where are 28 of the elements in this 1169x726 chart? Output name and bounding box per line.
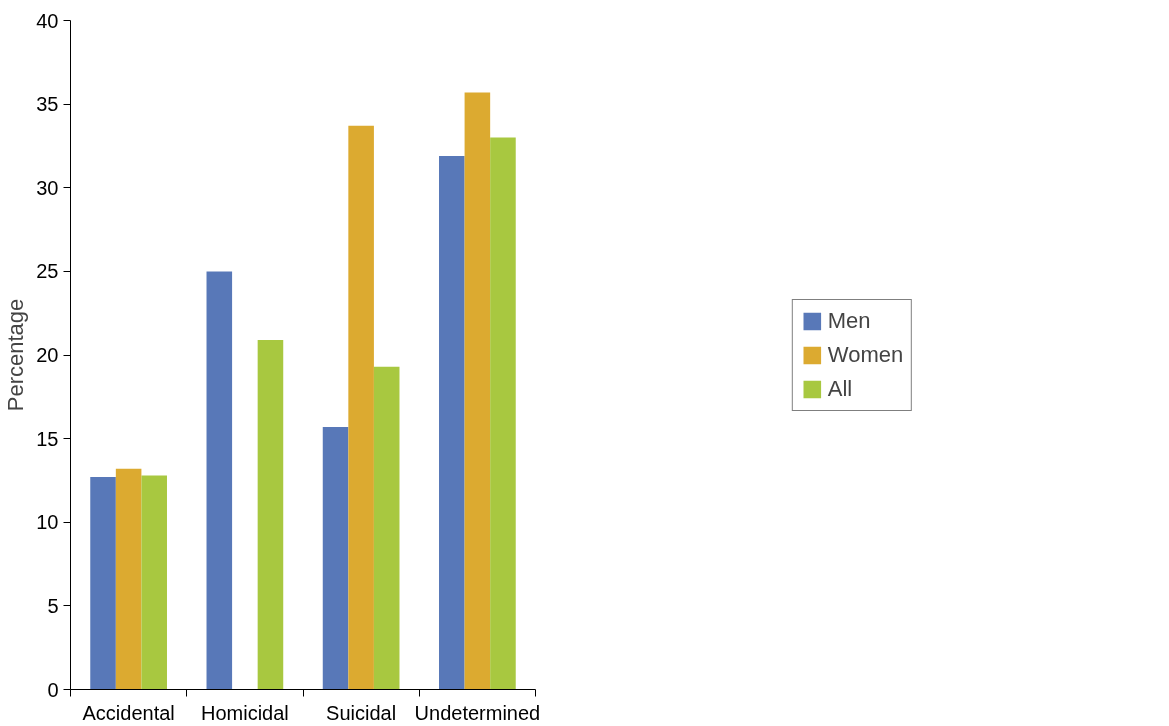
y-tick-label: 5	[47, 594, 59, 617]
y-tick-label: 15	[36, 427, 59, 450]
legend-label: Men	[827, 307, 871, 334]
bar	[257, 339, 284, 690]
bar	[322, 426, 349, 690]
legend-label: All	[827, 375, 853, 402]
bar	[206, 271, 233, 690]
bar	[439, 155, 465, 690]
bar	[348, 125, 374, 690]
x-tick-label: Homicidal	[200, 701, 289, 724]
y-tick-label: 35	[36, 93, 59, 116]
x-tick-label: Undetermined	[414, 701, 541, 724]
y-tick-label: 20	[36, 344, 59, 366]
bar	[373, 366, 400, 690]
bar	[464, 92, 491, 690]
x-tick-label: Suicidal	[326, 701, 397, 724]
x-tick-label: Accidental	[82, 701, 175, 724]
bar	[90, 477, 116, 690]
legend-label: Women	[827, 341, 904, 368]
bar	[115, 468, 142, 690]
bar	[141, 475, 167, 690]
y-tick-label: 10	[36, 511, 59, 534]
y-tick-label: 30	[36, 176, 59, 199]
bar	[490, 137, 516, 690]
y-tick-label: 25	[36, 260, 59, 283]
y-tick-label: 40	[36, 9, 59, 32]
y-axis-title: Percentage	[3, 298, 29, 412]
y-tick-label: 0	[47, 678, 59, 701]
